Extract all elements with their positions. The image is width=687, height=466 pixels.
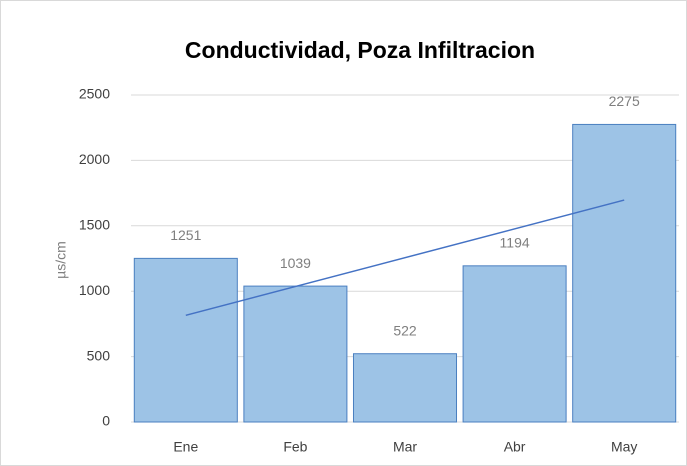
y-tick-label: 2000 bbox=[79, 151, 110, 167]
y-tick-label: 1500 bbox=[79, 217, 110, 233]
y-axis-label: µs/cm bbox=[53, 241, 69, 279]
trendline bbox=[185, 199, 625, 317]
x-tick-label: Ene bbox=[173, 439, 198, 455]
y-tick-label: 1000 bbox=[79, 282, 110, 298]
x-tick-label: Abr bbox=[504, 439, 526, 455]
chart-title: Conductividad, Poza Infiltracion bbox=[185, 37, 535, 63]
bar bbox=[133, 257, 238, 423]
y-tick-label: 500 bbox=[87, 347, 111, 363]
data-label: 2275 bbox=[609, 93, 640, 109]
bar bbox=[572, 123, 677, 423]
y-tick-label: 2500 bbox=[79, 86, 110, 102]
x-tick-label: Feb bbox=[283, 439, 307, 455]
data-label: 1194 bbox=[500, 235, 530, 251]
x-tick-label: May bbox=[611, 439, 637, 455]
bar bbox=[243, 285, 348, 423]
x-tick-label: Mar bbox=[393, 439, 417, 455]
bar bbox=[352, 353, 458, 423]
data-label: 1251 bbox=[170, 227, 201, 243]
bar bbox=[462, 265, 567, 423]
y-tick-label: 0 bbox=[102, 413, 110, 429]
data-label: 522 bbox=[393, 322, 417, 338]
data-label: 1039 bbox=[280, 255, 311, 271]
